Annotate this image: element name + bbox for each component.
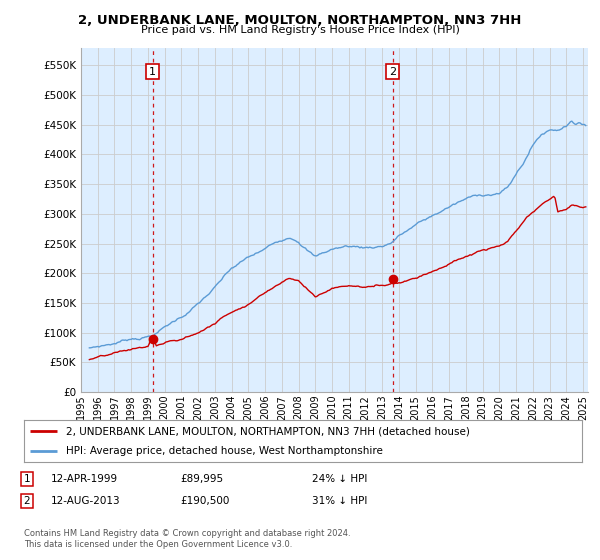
Text: 2: 2 xyxy=(23,496,31,506)
Text: 31% ↓ HPI: 31% ↓ HPI xyxy=(312,496,367,506)
Text: £89,995: £89,995 xyxy=(180,474,223,484)
Text: 1: 1 xyxy=(149,67,156,77)
Text: 2, UNDERBANK LANE, MOULTON, NORTHAMPTON, NN3 7HH (detached house): 2, UNDERBANK LANE, MOULTON, NORTHAMPTON,… xyxy=(66,426,470,436)
Text: 2, UNDERBANK LANE, MOULTON, NORTHAMPTON, NN3 7HH: 2, UNDERBANK LANE, MOULTON, NORTHAMPTON,… xyxy=(79,14,521,27)
Text: 1: 1 xyxy=(23,474,31,484)
Text: HPI: Average price, detached house, West Northamptonshire: HPI: Average price, detached house, West… xyxy=(66,446,383,456)
Text: Price paid vs. HM Land Registry's House Price Index (HPI): Price paid vs. HM Land Registry's House … xyxy=(140,25,460,35)
Text: 2: 2 xyxy=(389,67,396,77)
Text: 12-AUG-2013: 12-AUG-2013 xyxy=(51,496,121,506)
Text: 24% ↓ HPI: 24% ↓ HPI xyxy=(312,474,367,484)
Text: Contains HM Land Registry data © Crown copyright and database right 2024.
This d: Contains HM Land Registry data © Crown c… xyxy=(24,529,350,549)
Text: £190,500: £190,500 xyxy=(180,496,229,506)
Text: 12-APR-1999: 12-APR-1999 xyxy=(51,474,118,484)
